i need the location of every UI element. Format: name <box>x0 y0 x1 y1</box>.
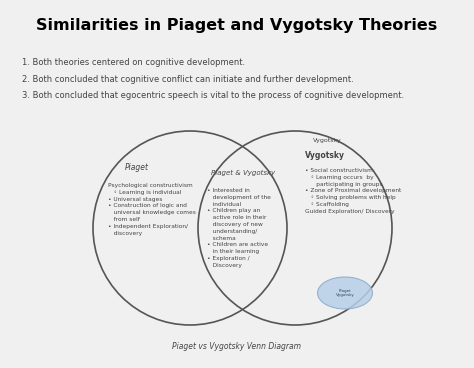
Text: Piaget & Vygotsky: Piaget & Vygotsky <box>211 170 275 176</box>
Text: Piaget vs Vygotsky Venn Diagram: Piaget vs Vygotsky Venn Diagram <box>173 342 301 351</box>
Text: 1. Both theories centered on cognitive development.: 1. Both theories centered on cognitive d… <box>22 58 245 67</box>
Text: 2. Both concluded that cognitive conflict can initiate and further development.: 2. Both concluded that cognitive conflic… <box>22 75 354 84</box>
Text: Vygotsky: Vygotsky <box>305 151 345 160</box>
Text: Vygotsky: Vygotsky <box>313 138 342 143</box>
Text: Piaget
Vygotsky: Piaget Vygotsky <box>336 289 355 297</box>
Text: Similarities in Piaget and Vygotsky Theories: Similarities in Piaget and Vygotsky Theo… <box>36 18 438 33</box>
Text: 3. Both concluded that egocentric speech is vital to the process of cognitive de: 3. Both concluded that egocentric speech… <box>22 91 404 100</box>
Text: • Interested in
   development of the
   individual
• Children play an
   active: • Interested in development of the indiv… <box>207 188 271 268</box>
Ellipse shape <box>318 277 373 309</box>
Text: • Social constructivism
   ◦ Learning occurs  by
      participating in groups
•: • Social constructivism ◦ Learning occur… <box>305 168 401 214</box>
Text: Piaget: Piaget <box>125 163 149 172</box>
Text: Psychological constructivism
   ◦ Learning is individual
• Universal stages
• Co: Psychological constructivism ◦ Learning … <box>108 183 196 236</box>
